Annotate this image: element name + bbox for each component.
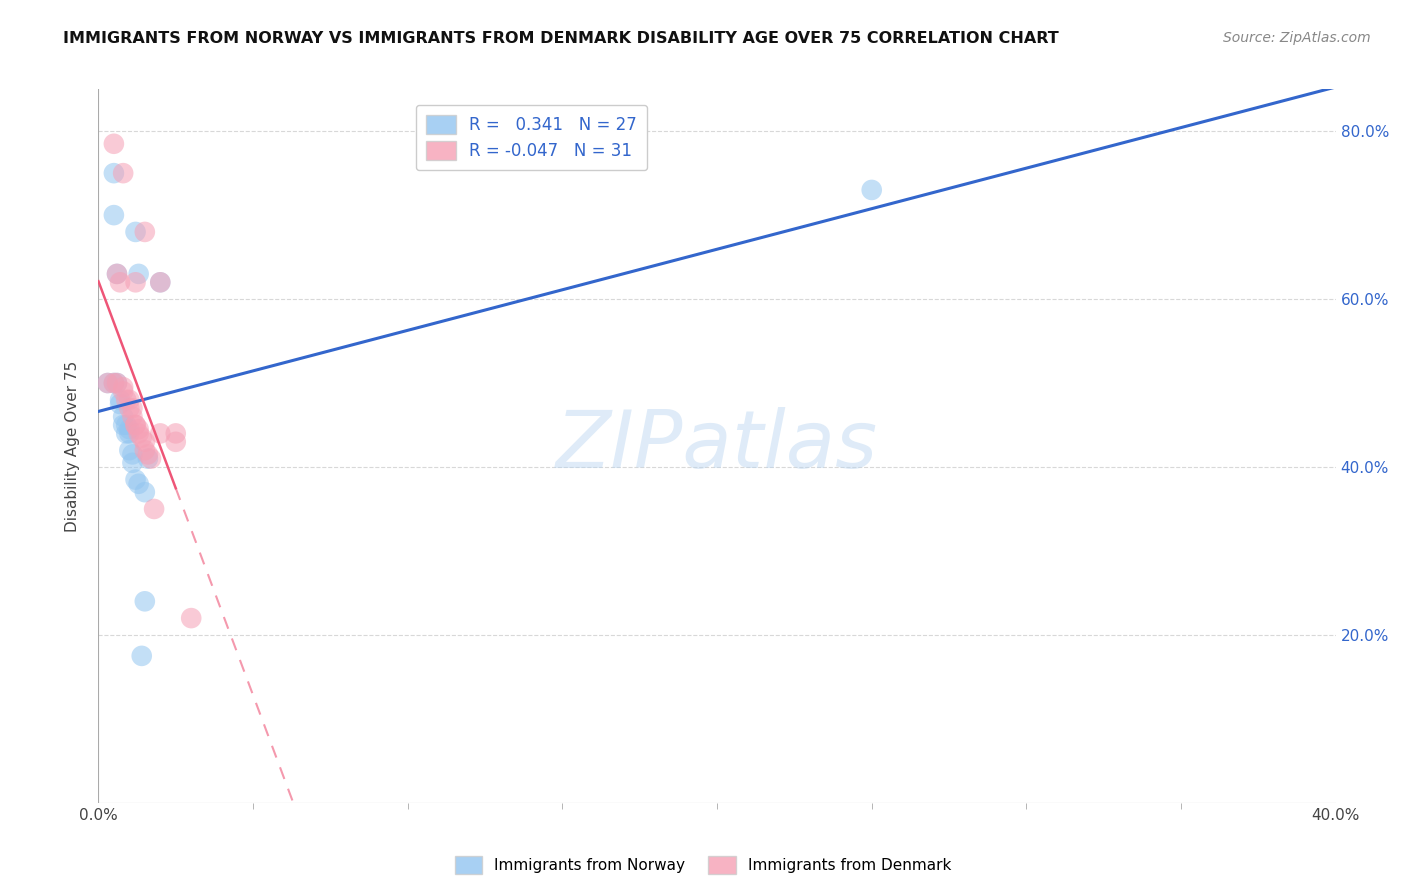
Point: [128, 267, 150, 281]
Point: [124, 225, 146, 239]
Point: [121, 401, 143, 416]
Point: [128, 426, 150, 441]
Point: [112, 384, 135, 399]
Point: [112, 380, 135, 394]
Point: [139, 451, 162, 466]
Point: [136, 447, 159, 461]
Text: IMMIGRANTS FROM NORWAY VS IMMIGRANTS FROM DENMARK DISABILITY AGE OVER 75 CORRELA: IMMIGRANTS FROM NORWAY VS IMMIGRANTS FRO…: [63, 31, 1059, 46]
Point: [108, 397, 131, 411]
Point: [134, 443, 156, 458]
Point: [103, 376, 125, 390]
Point: [134, 225, 156, 239]
Point: [134, 594, 156, 608]
Point: [105, 267, 128, 281]
Legend: R =   0.341   N = 27, R = -0.047   N = 31: R = 0.341 N = 27, R = -0.047 N = 31: [416, 104, 647, 169]
Point: [115, 417, 138, 432]
Point: [112, 166, 135, 180]
Point: [136, 451, 159, 466]
Point: [124, 417, 146, 432]
Point: [124, 417, 146, 432]
Point: [118, 401, 141, 416]
Legend: Immigrants from Norway, Immigrants from Denmark: Immigrants from Norway, Immigrants from …: [449, 850, 957, 880]
Point: [105, 376, 128, 390]
Point: [112, 417, 135, 432]
Point: [121, 409, 143, 424]
Point: [121, 456, 143, 470]
Point: [149, 275, 172, 289]
Point: [105, 376, 128, 390]
Point: [105, 267, 128, 281]
Point: [131, 648, 153, 663]
Point: [108, 392, 131, 407]
Point: [115, 426, 138, 441]
Point: [128, 422, 150, 436]
Text: Source: ZipAtlas.com: Source: ZipAtlas.com: [1223, 31, 1371, 45]
Y-axis label: Disability Age Over 75: Disability Age Over 75: [65, 360, 80, 532]
Point: [128, 476, 150, 491]
Point: [149, 275, 172, 289]
Point: [131, 431, 153, 445]
Point: [134, 434, 156, 449]
Point: [118, 422, 141, 436]
Point: [180, 611, 202, 625]
Point: [103, 166, 125, 180]
Text: ZIPatlas: ZIPatlas: [555, 407, 879, 485]
Point: [118, 392, 141, 407]
Point: [97, 376, 120, 390]
Point: [860, 183, 883, 197]
Point: [149, 426, 172, 441]
Point: [165, 426, 187, 441]
Point: [103, 376, 125, 390]
Point: [165, 434, 187, 449]
Point: [143, 502, 166, 516]
Point: [118, 443, 141, 458]
Point: [103, 136, 125, 151]
Point: [134, 485, 156, 500]
Point: [108, 275, 131, 289]
Point: [124, 473, 146, 487]
Point: [97, 376, 120, 390]
Point: [124, 275, 146, 289]
Point: [118, 426, 141, 441]
Point: [103, 208, 125, 222]
Point: [121, 447, 143, 461]
Point: [115, 392, 138, 407]
Point: [112, 409, 135, 424]
